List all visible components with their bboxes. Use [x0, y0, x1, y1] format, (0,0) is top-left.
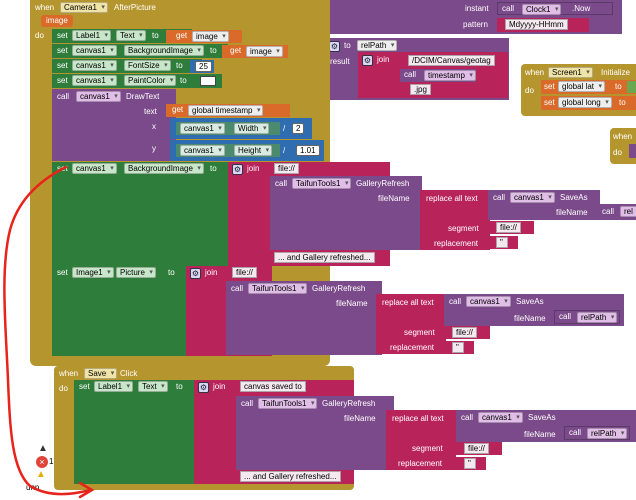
lat-value-stub[interactable]: [627, 81, 636, 93]
relpath-name-field[interactable]: relPath: [357, 40, 398, 51]
save-saveas-call[interactable]: call canvas1 SaveAs fileName call relPat…: [456, 410, 636, 442]
pattern-label: pattern: [463, 20, 488, 29]
canvas-width-getter[interactable]: canvas1 Width: [176, 122, 280, 135]
save-gallery-suffix[interactable]: ... and Gallery refreshed...: [240, 471, 341, 482]
gear-icon[interactable]: ⚙: [190, 268, 201, 279]
bg-gallery-suffix[interactable]: ... and Gallery refreshed...: [274, 252, 375, 263]
relpath-dir-string[interactable]: /DCIM/Canvas/geotag: [408, 55, 495, 66]
picture-galleryrefresh-call[interactable]: call TaifunTools1 GalleryRefresh fileNam…: [226, 281, 382, 355]
save-replacement-block[interactable]: ": [456, 457, 486, 470]
save-component-dropdown[interactable]: Save: [84, 368, 118, 379]
camera-component-dropdown[interactable]: Camera1: [60, 2, 108, 13]
screen-initialize-event[interactable]: when Screen1 Initialize do set global la…: [521, 64, 636, 116]
image-param[interactable]: image: [41, 15, 73, 27]
save-galleryrefresh-call[interactable]: call TaifunTools1 GalleryRefresh fileNam…: [236, 396, 394, 470]
set-canvas1-bg-join[interactable]: set canvas1 BackgroundImage to: [52, 162, 230, 266]
x-divisor[interactable]: 2: [292, 123, 305, 134]
picture-replace-all[interactable]: replace all text segment replacement: [376, 294, 446, 354]
gear-icon[interactable]: ⚙: [232, 164, 243, 175]
pattern-text-block[interactable]: Mdyyyy-HHmm: [497, 18, 589, 32]
bg-segment-block[interactable]: file://: [488, 221, 534, 234]
call-canvas1-drawtext[interactable]: call canvas1 DrawText text x y: [52, 89, 176, 161]
picture-segment-block[interactable]: file://: [444, 326, 490, 339]
set-global-lat[interactable]: set global lat to: [541, 80, 636, 94]
right-event-block[interactable]: when do: [610, 128, 636, 164]
canvas-height-getter[interactable]: canvas1 Height: [176, 144, 280, 157]
picture-relpath-call[interactable]: call relPath: [554, 310, 620, 324]
screen-component-dropdown[interactable]: Screen1: [548, 67, 593, 78]
picture-file-prefix[interactable]: file://: [232, 267, 257, 278]
bottom-truncated-label: unn: [26, 483, 40, 492]
pattern-string[interactable]: Mdyyyy-HHmm: [505, 19, 568, 30]
bg-galleryrefresh-call[interactable]: call TaifunTools1 GalleryRefresh fileNam…: [270, 176, 422, 250]
clock-now-call[interactable]: call Clock1 .Now: [497, 2, 613, 15]
save-replace-all[interactable]: replace all text segment replacement: [386, 410, 456, 470]
save-relpath-call[interactable]: call relPath: [564, 426, 630, 440]
ext-string[interactable]: .jpg: [410, 84, 431, 95]
set-canvas1-fontsize[interactable]: set canvas1 FontSize to: [52, 59, 202, 73]
bg-file-prefix[interactable]: file://: [274, 163, 299, 174]
timestamp-call[interactable]: call timestamp: [400, 69, 476, 82]
set-canvas1-paintcolor[interactable]: set canvas1 PaintColor to: [52, 74, 222, 88]
bg-replacement-block[interactable]: ": [488, 236, 518, 249]
set-global-long[interactable]: set global long to: [541, 96, 636, 110]
relpath-join[interactable]: ⚙ join /DCIM/Canvas/geotag call timestam…: [358, 52, 508, 98]
get-image-1[interactable]: get image: [166, 30, 242, 43]
warning-icon[interactable]: ▲: [36, 469, 46, 480]
gear-icon[interactable]: ⚙: [362, 55, 373, 66]
y-division-block[interactable]: canvas1 Height / 1.01: [170, 140, 324, 161]
instant-label: instant: [465, 4, 489, 13]
error-icon[interactable]: ×: [36, 456, 48, 468]
save-segment-block[interactable]: file://: [456, 442, 502, 455]
relpath-procedure[interactable]: ⚙ to relPath result ⚙ join /DCIM/Canvas/…: [325, 38, 509, 100]
get-global-timestamp[interactable]: get global timestamp: [166, 104, 290, 117]
error-count: 1: [49, 457, 54, 466]
right-event-stub[interactable]: [629, 144, 636, 158]
get-image-2[interactable]: get image: [222, 45, 288, 58]
gear-icon[interactable]: ⚙: [329, 41, 340, 52]
filename-call-top[interactable]: call rel: [598, 204, 636, 220]
fontsize-value[interactable]: 25: [195, 61, 212, 72]
set-label1-text[interactable]: set Label1 Text to: [52, 29, 192, 43]
save-set-label1-text[interactable]: set Label1 Text to: [74, 380, 196, 484]
gear-icon[interactable]: ⚙: [198, 382, 209, 393]
fontsize-number-block[interactable]: 25: [190, 60, 214, 73]
picture-replacement-block[interactable]: ": [444, 341, 474, 354]
set-canvas1-backgroundimage[interactable]: set canvas1 BackgroundImage to: [52, 44, 228, 58]
clock-component-dropdown[interactable]: Clock1: [522, 4, 562, 15]
bg-replace-all[interactable]: replace all text segment replacement: [420, 190, 490, 250]
chevron-up-icon[interactable]: ▲: [38, 443, 48, 454]
x-division-block[interactable]: canvas1 Width / 2: [170, 118, 312, 139]
clock-format-block[interactable]: instant call Clock1 .Now pattern Mdyyyy-…: [325, 0, 622, 34]
workspace-controls: ▲ × 1 ▲: [32, 442, 54, 482]
paintcolor-swatch[interactable]: [200, 76, 216, 86]
result-label: result: [330, 57, 350, 66]
set-image1-picture[interactable]: set Image1 Picture to: [52, 266, 190, 356]
picture-saveas-call[interactable]: call canvas1 SaveAs fileName call relPat…: [444, 294, 624, 326]
bg-saveas-call[interactable]: call canvas1 SaveAs fileName: [488, 190, 600, 220]
y-divisor[interactable]: 1.01: [296, 145, 320, 156]
save-msg-string[interactable]: canvas saved to: [240, 381, 306, 392]
